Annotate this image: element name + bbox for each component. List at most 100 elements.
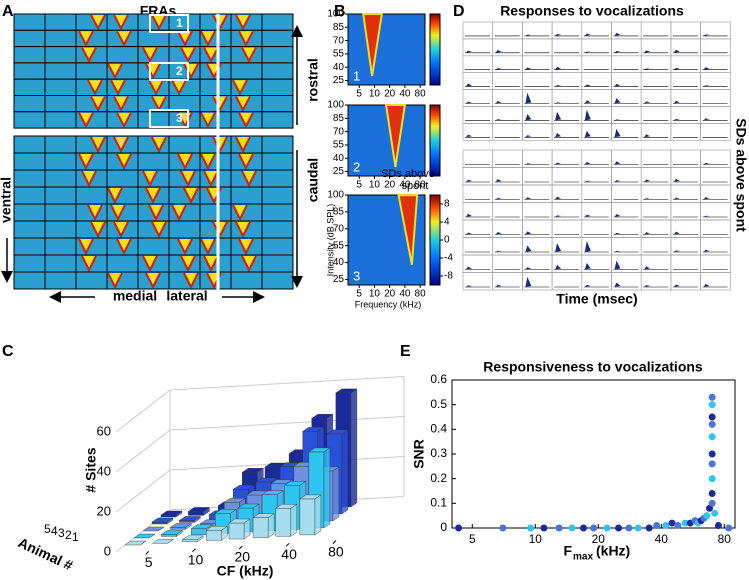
bar-top	[151, 517, 174, 523]
cell	[640, 123, 672, 141]
fra-tile	[44, 152, 77, 171]
point	[653, 522, 661, 530]
y-tick-label: 100	[327, 190, 344, 201]
z-tick-label: 20	[97, 503, 111, 518]
cell	[640, 219, 672, 238]
bar-side	[341, 429, 349, 515]
fra-shape	[107, 63, 123, 80]
trace-peak	[495, 119, 502, 121]
y-tick-label: 0.6	[430, 372, 447, 386]
fra-tile	[13, 186, 46, 205]
point	[708, 393, 716, 401]
bar-top	[160, 510, 183, 516]
fra-shape	[142, 170, 158, 188]
y-tick-label: 70	[333, 35, 345, 46]
bar	[160, 514, 177, 518]
axis-label: (kHz)	[596, 543, 630, 559]
heatmap	[347, 104, 426, 177]
fra-shape	[78, 30, 94, 47]
fra-tile	[44, 220, 77, 239]
point	[645, 524, 653, 532]
cell	[522, 21, 553, 40]
point	[580, 524, 588, 532]
fra-shape	[116, 112, 132, 129]
cell	[700, 202, 731, 221]
point	[615, 524, 623, 532]
highlight-box	[149, 62, 189, 81]
trace-peak	[703, 283, 710, 287]
colorbar-tick-label: -4	[444, 253, 453, 264]
point	[527, 524, 535, 532]
trace-peak	[614, 161, 621, 165]
colorbar-cover	[429, 104, 441, 177]
cell	[640, 106, 672, 124]
cell	[581, 202, 612, 221]
cell	[492, 272, 523, 291]
bar-top	[151, 539, 175, 544]
y-tick-label: 0	[440, 520, 447, 534]
fra-tile	[44, 203, 77, 222]
trace-peak	[466, 213, 472, 217]
cell	[462, 72, 494, 90]
fra-shape	[177, 30, 193, 47]
point	[708, 420, 716, 428]
trace-peak	[525, 276, 532, 287]
point	[708, 413, 716, 421]
fra-tile	[75, 271, 108, 290]
y-tick-label: 55	[333, 140, 345, 151]
fra-shape	[177, 238, 193, 256]
bar-top	[284, 481, 307, 486]
axis-label: max	[573, 552, 593, 563]
bar-top	[275, 504, 298, 509]
fra-shape	[203, 170, 219, 188]
fra-shape	[90, 96, 106, 112]
fra-shape	[235, 96, 251, 112]
y-tick-label: 0.3	[430, 446, 447, 460]
cell	[611, 202, 642, 221]
fra-tile	[13, 237, 46, 256]
heatmap	[347, 13, 426, 86]
point	[708, 460, 716, 468]
trace-peak	[644, 179, 651, 182]
fra-tile	[44, 78, 77, 96]
cell	[581, 55, 612, 73]
cell	[462, 55, 494, 73]
trace-peak	[525, 163, 532, 165]
colorbar-title: SDs above	[381, 168, 435, 180]
grid-line	[115, 469, 171, 513]
bar	[275, 508, 292, 537]
heatmap-shape	[397, 193, 419, 266]
grid-line	[115, 389, 171, 433]
bar	[182, 539, 198, 542]
cell	[492, 184, 523, 203]
bar-top	[223, 498, 246, 503]
trace-peak	[644, 285, 651, 287]
inset-label: 2	[353, 159, 360, 174]
trace-peak	[584, 84, 591, 87]
bar-top	[308, 447, 331, 453]
trace-peak	[525, 67, 532, 70]
fra-shape	[107, 187, 123, 205]
fra-shape	[148, 79, 164, 96]
axis-label: lateral	[166, 288, 207, 304]
cell	[551, 21, 583, 40]
trace-peak	[703, 215, 710, 217]
cell	[640, 55, 672, 73]
cell	[611, 219, 642, 238]
cell	[700, 167, 731, 186]
cell	[522, 55, 553, 73]
cell	[670, 184, 701, 203]
trace-peak	[584, 240, 591, 252]
panel-label: C	[2, 343, 14, 360]
trace-peak	[495, 284, 502, 287]
bar	[191, 528, 207, 535]
point	[708, 489, 716, 497]
cell	[581, 219, 612, 238]
trace-peak	[466, 50, 472, 53]
cell	[551, 149, 583, 168]
y-tick-label: 0.5	[430, 397, 447, 411]
y-tick-label: 1	[72, 530, 79, 544]
fra-shape	[235, 221, 251, 239]
y-tick-label: 0.1	[430, 496, 447, 510]
